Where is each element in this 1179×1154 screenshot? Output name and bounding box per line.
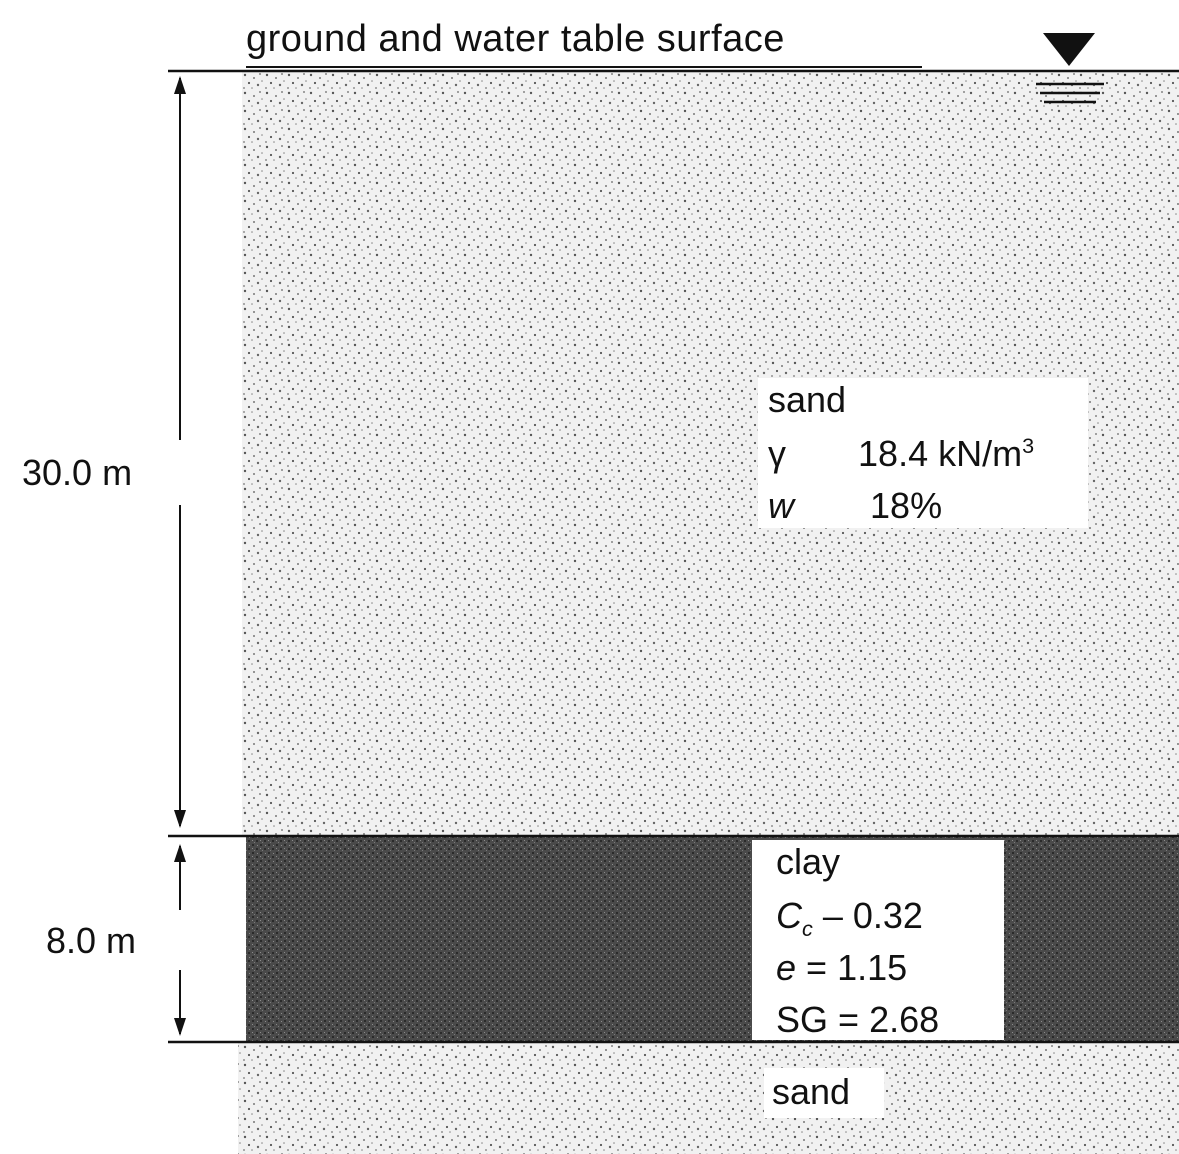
clay-thickness-label: 8.0 m xyxy=(46,920,137,961)
upper-sand-unit-weight: γ 18.4 kN/m3 xyxy=(768,433,1035,474)
lower-sand-name: sand xyxy=(772,1071,851,1112)
upper-sand-properties-box: sand γ 18.4 kN/m3 w 18% xyxy=(758,378,1088,528)
cc-symbol: C xyxy=(776,895,802,936)
e-symbol: e xyxy=(776,947,797,988)
sg-value: 2.68 xyxy=(869,999,940,1040)
sand-thickness-dimension-arrow xyxy=(174,76,186,828)
diagram-title: ground and water table surface xyxy=(246,18,785,60)
clay-name: clay xyxy=(776,841,841,882)
upper-sand-name: sand xyxy=(768,379,847,420)
sg-symbol: SG xyxy=(776,999,829,1040)
clay-properties-box: clay Cc – 0.32 e = 1.15 SG = 2.68 xyxy=(752,840,1004,1040)
e-value: 1.15 xyxy=(837,947,908,988)
sand-thickness-label: 30.0 m xyxy=(22,452,133,493)
water-table-triangle-icon xyxy=(1036,33,1104,104)
gamma-unit-exponent: 3 xyxy=(1022,433,1035,458)
clay-compression-index: Cc – 0.32 xyxy=(776,895,923,942)
cc-subscript: c xyxy=(802,916,813,942)
cc-value: 0.32 xyxy=(852,895,923,936)
upper-sand-water-content: w 18% xyxy=(768,488,942,524)
gamma-value: 18.4 kN/m xyxy=(858,433,1023,474)
lower-sand-layer xyxy=(238,1043,1179,1154)
clay-void-ratio: e = 1.15 xyxy=(776,947,908,988)
gamma-symbol: γ xyxy=(768,433,786,474)
w-symbol: w xyxy=(768,485,794,526)
lower-sand-label-box: sand xyxy=(764,1068,884,1118)
clay-thickness-dimension-arrow xyxy=(174,844,186,1036)
clay-layer xyxy=(246,837,1179,1041)
clay-specific-gravity: SG = 2.68 xyxy=(776,999,940,1040)
w-value: 18% xyxy=(870,485,943,526)
